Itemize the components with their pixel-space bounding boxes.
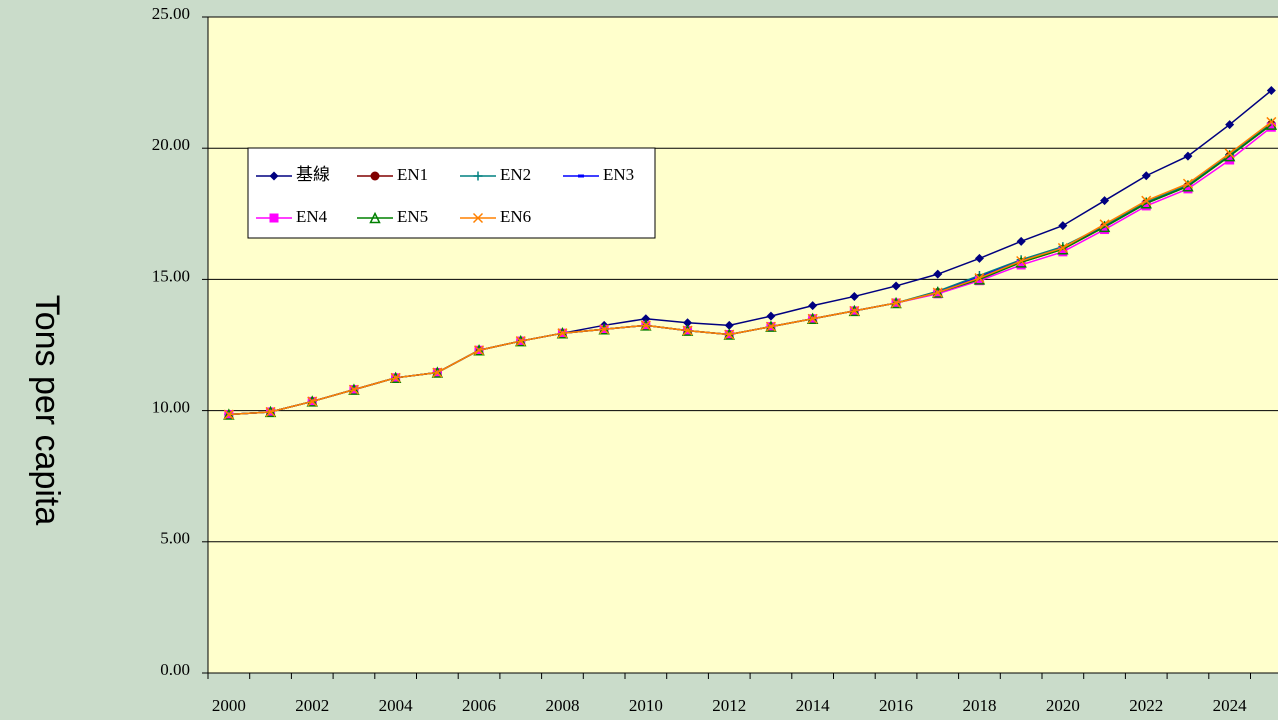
marker — [724, 320, 734, 330]
marker — [849, 291, 859, 301]
marker — [808, 301, 818, 311]
marker — [974, 276, 984, 286]
marker — [1141, 195, 1152, 206]
marker — [932, 287, 943, 298]
marker — [1141, 201, 1151, 211]
marker — [1016, 256, 1027, 267]
legend-box — [247, 147, 656, 239]
legend-label: EN6 — [500, 207, 531, 226]
marker — [1100, 196, 1110, 206]
legend: 基線 EN1 EN2 EN3 EN4 EN5 EN6 — [247, 147, 656, 239]
marker — [265, 406, 276, 417]
marker — [1224, 148, 1235, 159]
x-tick-label: 2004 — [379, 696, 414, 715]
marker — [307, 396, 318, 407]
x-tick-label: 2018 — [962, 696, 996, 715]
marker — [1266, 122, 1276, 132]
marker — [807, 313, 818, 324]
marker — [1183, 151, 1193, 161]
legend-label: 基線 — [296, 165, 330, 184]
legend-label: EN5 — [397, 207, 428, 226]
x-tick-label: 2024 — [1213, 696, 1248, 715]
legend-marker — [473, 171, 483, 181]
marker — [1058, 221, 1068, 231]
marker — [1016, 236, 1026, 246]
y-tick-label: 25.00 — [152, 4, 190, 23]
marker — [474, 345, 485, 356]
marker — [765, 321, 776, 332]
y-tick-label: 10.00 — [152, 398, 190, 417]
marker — [1183, 184, 1193, 194]
marker — [1182, 178, 1193, 189]
marker — [891, 297, 902, 309]
y-axis-label: Tons per capita — [28, 295, 66, 526]
legend-marker — [269, 171, 279, 181]
marker — [432, 367, 443, 378]
x-tick-label: 2006 — [462, 696, 496, 715]
legend-label: EN4 — [296, 207, 328, 226]
x-tick-label: 2010 — [629, 696, 663, 715]
y-tick-label: 5.00 — [160, 529, 190, 548]
marker — [1016, 260, 1026, 270]
marker — [1099, 219, 1110, 230]
legend-marker — [472, 212, 484, 224]
marker — [557, 328, 568, 339]
marker — [1057, 242, 1068, 253]
x-tick-label: 2014 — [796, 696, 831, 715]
marker — [223, 409, 234, 420]
marker — [1058, 247, 1068, 257]
legend-marker — [578, 174, 584, 178]
x-tick-label: 2022 — [1129, 696, 1163, 715]
marker — [724, 329, 735, 340]
marker — [1100, 225, 1110, 235]
y-tick-label: 20.00 — [152, 135, 190, 154]
marker — [933, 269, 943, 279]
legend-label: EN3 — [603, 165, 634, 184]
marker — [599, 324, 610, 335]
legend-marker — [370, 171, 380, 181]
y-tick-label: 15.00 — [152, 266, 190, 285]
marker — [766, 311, 776, 321]
series-line — [228, 121, 1272, 416]
plot-area — [208, 17, 1278, 673]
marker — [1141, 171, 1151, 181]
x-tick-label: 2016 — [879, 696, 913, 715]
marker — [1266, 116, 1277, 127]
x-tick-label: 2000 — [212, 696, 246, 715]
marker — [640, 320, 651, 331]
y-tick-label: 0.00 — [160, 660, 190, 679]
marker — [1225, 120, 1235, 130]
legend-label: EN1 — [397, 165, 428, 184]
x-tick-label: 2002 — [295, 696, 329, 715]
marker — [1266, 85, 1276, 95]
legend-marker — [269, 213, 279, 223]
legend-marker — [369, 211, 381, 224]
marker — [891, 281, 901, 291]
x-tick-label: 2008 — [545, 696, 579, 715]
x-tick-label: 2020 — [1046, 696, 1080, 715]
marker — [515, 336, 526, 347]
marker — [974, 253, 984, 263]
x-tick-label: 2012 — [712, 696, 746, 715]
marker — [682, 325, 693, 336]
marker — [683, 318, 693, 328]
marker — [849, 305, 860, 316]
marker — [974, 273, 985, 284]
marker — [933, 289, 943, 299]
marker — [348, 384, 359, 395]
legend-label: EN2 — [500, 165, 531, 184]
marker — [390, 372, 401, 383]
